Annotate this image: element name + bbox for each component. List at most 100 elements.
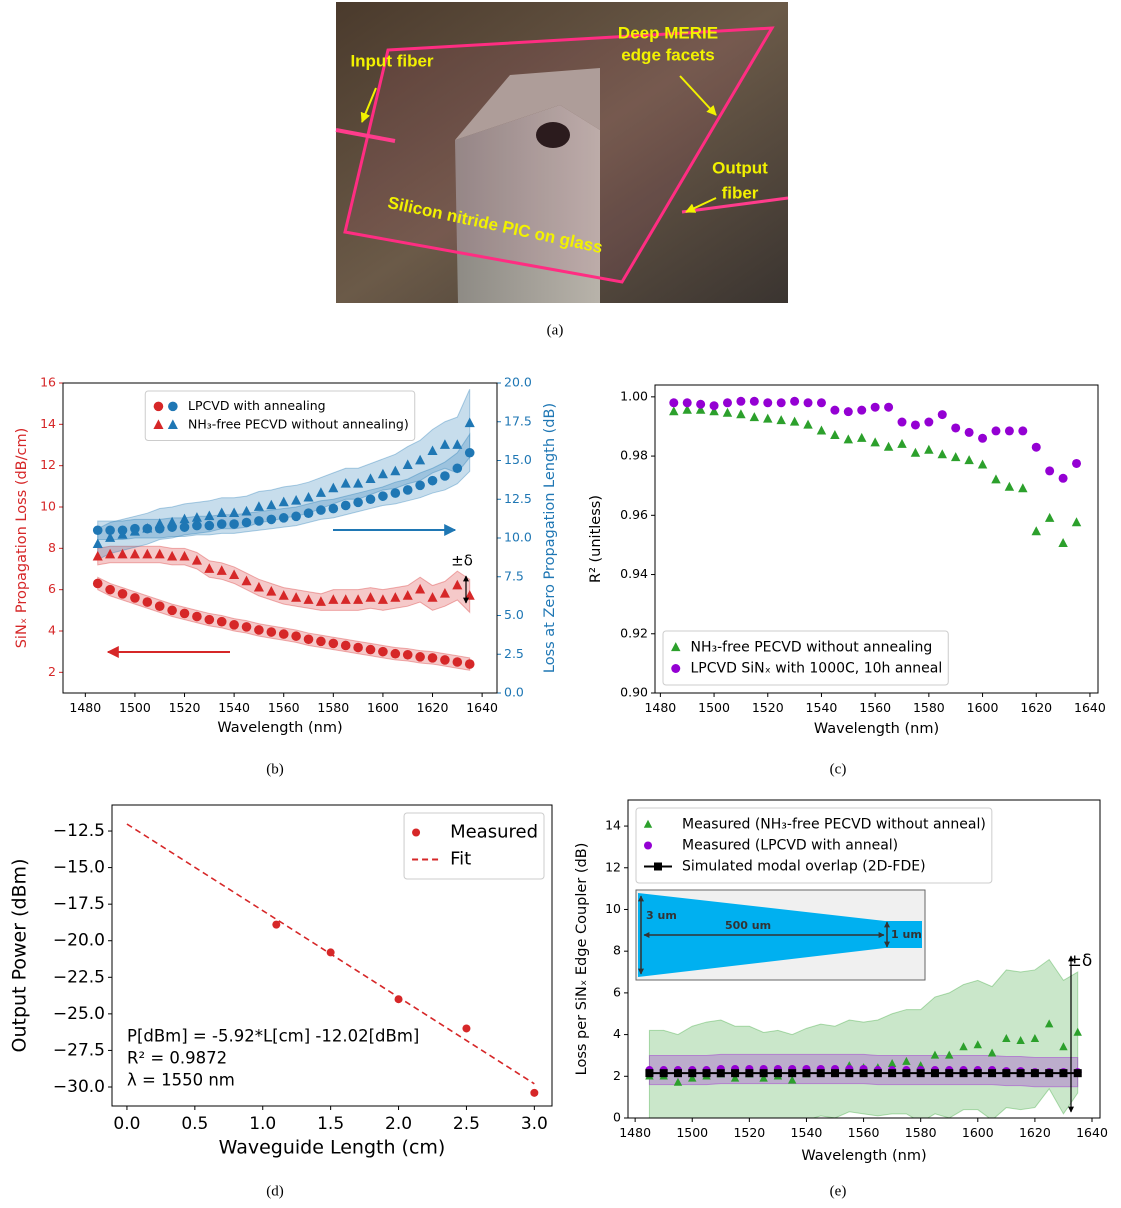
point: [717, 1069, 725, 1077]
point: [884, 403, 893, 412]
y-tick-label: −20.0: [53, 931, 105, 951]
photo-label: edge facets: [621, 45, 715, 64]
point: [205, 521, 215, 531]
inset-label: 1 um: [891, 928, 922, 941]
point: [745, 1069, 753, 1077]
x-tick-label: 1540: [791, 1125, 823, 1140]
point: [931, 1069, 939, 1077]
point: [669, 406, 678, 415]
point: [180, 609, 190, 619]
point: [391, 649, 401, 659]
point: [802, 1069, 810, 1077]
caption: (d): [266, 1183, 284, 1199]
point: [790, 397, 799, 406]
point: [105, 585, 115, 595]
point: [988, 1069, 996, 1077]
point: [788, 1069, 796, 1077]
x-tick-label: 1560: [848, 1125, 880, 1140]
point: [763, 398, 772, 407]
point: [951, 452, 960, 461]
point: [291, 631, 301, 641]
point: [154, 402, 164, 412]
point: [710, 401, 719, 410]
point: [945, 1069, 953, 1077]
point: [130, 593, 140, 603]
y2-tick-label: 15.0: [504, 452, 532, 467]
point: [415, 481, 425, 491]
point: [366, 494, 376, 504]
y-tick-label: 4: [613, 1026, 621, 1041]
x-tick-label: 1600: [962, 1125, 994, 1140]
point: [316, 505, 326, 515]
point: [1045, 466, 1054, 475]
x-tick-label: 3.0: [521, 1114, 548, 1134]
legend: LPCVD with annealingNH₃-free PECVD witho…: [145, 391, 415, 441]
point: [817, 426, 826, 435]
y-tick-label: 0.98: [620, 448, 648, 463]
legend: Measured (NH₃-free PECVD without anneal)…: [636, 808, 992, 883]
point: [1045, 513, 1054, 522]
point: [229, 519, 239, 529]
x-axis-label: Wavelength (nm): [814, 721, 939, 737]
point: [1032, 526, 1041, 535]
point: [774, 1069, 782, 1077]
point: [938, 449, 947, 458]
point: [830, 430, 839, 439]
x-tick-label: 1540: [218, 700, 250, 715]
point: [978, 434, 987, 443]
x-tick-label: 1.0: [249, 1114, 276, 1134]
x-tick-label: 0.5: [181, 1114, 208, 1134]
point: [911, 420, 920, 429]
point: [860, 1069, 868, 1077]
point: [1031, 1069, 1039, 1077]
y2-tick-label: 20.0: [504, 375, 532, 390]
legend-label: Fit: [450, 849, 471, 870]
point: [874, 1069, 882, 1077]
y-axis-label: Output Power (dBm): [9, 859, 31, 1053]
point: [353, 643, 363, 653]
x-tick-label: 1500: [119, 700, 151, 715]
x-tick-label: 1520: [169, 700, 201, 715]
x-tick-label: 1580: [913, 700, 945, 715]
point: [440, 471, 450, 481]
y-tick-label: −15.0: [53, 858, 105, 878]
point: [978, 460, 987, 469]
x-tick-label: 1560: [268, 700, 300, 715]
x-tick-label: 1600: [967, 700, 999, 715]
point: [736, 409, 745, 418]
point: [776, 415, 785, 424]
photo-label: Deep MERIE: [618, 23, 718, 42]
error-band: [649, 960, 1077, 1131]
x-axis-label: Wavelength (nm): [217, 720, 342, 736]
annotation: ±δ: [451, 552, 473, 570]
point: [242, 518, 252, 528]
point: [884, 442, 893, 451]
y-tick-label: −12.5: [53, 821, 105, 841]
point: [1074, 1069, 1082, 1077]
point: [143, 597, 153, 607]
point: [830, 406, 839, 415]
x-tick-label: 1620: [417, 700, 449, 715]
caption: (e): [830, 1183, 847, 1199]
x-tick-label: 1480: [69, 700, 101, 715]
point: [817, 1069, 825, 1077]
point: [817, 398, 826, 407]
x-tick-label: 1.5: [317, 1114, 344, 1134]
point: [192, 612, 202, 622]
caption: (b): [266, 761, 284, 777]
point: [777, 398, 786, 407]
point: [654, 863, 662, 871]
y-tick-label: 8: [613, 943, 621, 958]
annotation: λ = 1550 nm: [127, 1071, 235, 1090]
x-tick-label: 1520: [733, 1125, 765, 1140]
legend-label: Simulated modal overlap (2D-FDE): [682, 859, 926, 875]
photo-label: Output: [712, 158, 768, 177]
y-tick-label: 12: [40, 457, 56, 472]
point: [1045, 1069, 1053, 1077]
point: [267, 515, 277, 525]
point: [1072, 459, 1081, 468]
inset-label: 500 um: [725, 919, 771, 932]
point: [366, 645, 376, 655]
x-tick-label: 1620: [1019, 1125, 1051, 1140]
